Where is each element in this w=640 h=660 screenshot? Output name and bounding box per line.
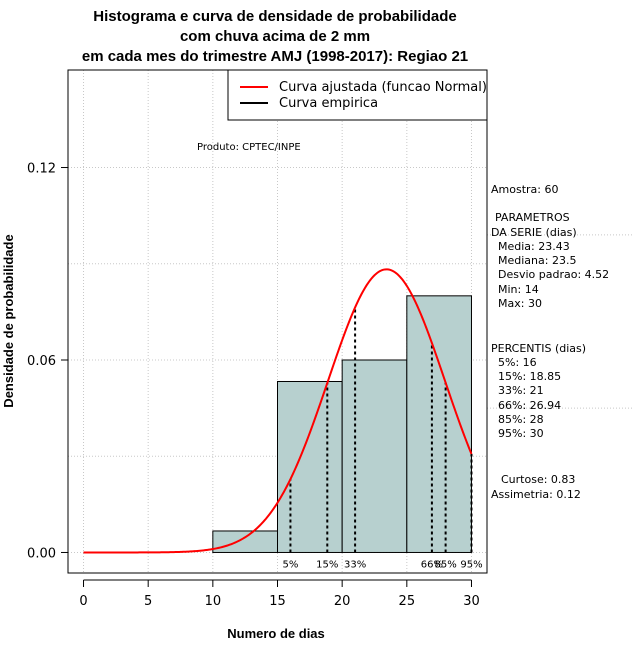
- percentile-layer: 5% 15% 33% 66%85% 95%: [282, 307, 483, 570]
- stat-percentil: 95%: 30: [498, 427, 544, 440]
- stats-panel: Amostra: 60 PARAMETROS DA SERIE (dias) M…: [491, 183, 609, 501]
- y-axis-label: Densidade de probabilidade: [1, 234, 16, 407]
- stat-percentil: 33%: 21: [498, 384, 544, 397]
- bars-layer: [212, 295, 472, 553]
- legend-empirical-label: Curva empirica: [279, 96, 378, 111]
- chart-title-line-1: Histograma e curva de densidade de proba…: [93, 8, 456, 25]
- percentile-label: 95%: [460, 559, 482, 570]
- stat-params-heading-2: DA SERIE (dias): [491, 226, 577, 239]
- chart-title-line-3: em cada mes do trimestre AMJ (1998-2017)…: [82, 48, 468, 65]
- x-tick-label: 10: [205, 594, 222, 609]
- histogram-bar: [406, 295, 472, 553]
- stat-param: Mediana: 23.5: [498, 254, 576, 267]
- percentile-label: 66%: [421, 559, 443, 570]
- legend-fit-label: Curva ajustada (funcao Normal): [279, 80, 487, 95]
- x-tick-label: 5: [144, 594, 152, 609]
- stat-percentil: 5%: 16: [498, 356, 537, 369]
- stat-params-heading-1: PARAMETROS: [495, 211, 570, 224]
- legend-box: [227, 69, 488, 121]
- legend: Curva ajustada (funcao Normal) Curva emp…: [227, 69, 488, 121]
- stat-sample: Amostra: 60: [491, 183, 558, 196]
- x-tick-label: 25: [399, 594, 416, 609]
- stat-assimetria: Assimetria: 0.12: [491, 488, 581, 501]
- x-tick-label: 20: [334, 594, 351, 609]
- y-tick-label: 0.06: [27, 354, 56, 369]
- percentile-label: 5%: [282, 559, 298, 570]
- percentile-label: 85%: [435, 559, 457, 570]
- x-axis-label: Numero de dias: [227, 626, 325, 641]
- normal-curve-line: [83, 268, 473, 554]
- histogram-bar: [277, 380, 343, 553]
- chart-title-line-2: com chuva acima de 2 mm: [180, 28, 370, 45]
- stat-param: Media: 23.43: [498, 240, 570, 253]
- histogram-bar: [212, 530, 278, 553]
- y-tick-label: 0.12: [27, 162, 56, 177]
- product-label: Produto: CPTEC/INPE: [197, 142, 301, 153]
- percentile-label: 33%: [344, 559, 366, 570]
- stat-percentil: 66%: 26.94: [498, 399, 561, 412]
- x-tick-label: 15: [269, 594, 286, 609]
- histogram-bar: [341, 359, 408, 553]
- stat-curtose: Curtose: 0.83: [501, 473, 575, 486]
- percentile-label: 15%: [316, 559, 338, 570]
- axis-layer: 0 5 10 15 20 25 30 0.00 0.06 0.12: [27, 162, 480, 609]
- x-tick-label: 30: [463, 594, 480, 609]
- stat-percentis-heading: PERCENTIS (dias): [491, 342, 586, 355]
- curve-layer: [83, 268, 473, 554]
- stat-percentil: 15%: 18.85: [498, 370, 561, 383]
- x-tick-label: 0: [79, 594, 87, 609]
- stat-param: Max: 30: [498, 297, 542, 310]
- y-tick-label: 0.00: [27, 546, 56, 561]
- stat-percentil: 85%: 28: [498, 413, 544, 426]
- stat-param: Desvio padrao: 4.52: [498, 268, 609, 281]
- stat-param: Min: 14: [498, 283, 539, 296]
